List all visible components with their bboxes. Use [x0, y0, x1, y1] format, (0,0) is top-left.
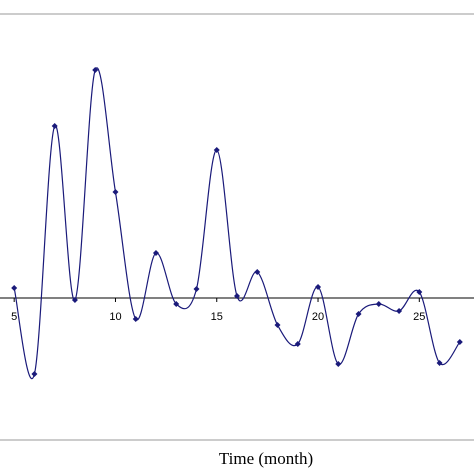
- data-point: [396, 308, 403, 314]
- data-point: [274, 322, 281, 328]
- data-point: [375, 301, 382, 307]
- x-tick-label: 15: [211, 311, 223, 323]
- data-point: [335, 361, 342, 367]
- data-point: [92, 67, 99, 73]
- data-point: [315, 284, 322, 290]
- x-axis-label: Time (month): [219, 449, 313, 468]
- data-point: [355, 311, 362, 317]
- data-point: [254, 269, 261, 275]
- data-point: [436, 360, 443, 366]
- data-point: [51, 123, 58, 129]
- data-point: [112, 189, 119, 195]
- data-point: [294, 341, 301, 347]
- x-tick-label: 20: [312, 311, 324, 323]
- x-tick-label: 5: [11, 311, 17, 323]
- data-point: [416, 289, 423, 295]
- data-point: [193, 286, 200, 292]
- data-point: [213, 147, 220, 153]
- data-point: [173, 301, 180, 307]
- x-tick-label: 25: [413, 311, 425, 323]
- data-point: [31, 371, 38, 377]
- data-point: [234, 293, 240, 299]
- data-point: [456, 339, 463, 345]
- x-tick-label: 10: [109, 311, 121, 323]
- data-point: [11, 285, 18, 291]
- data-point: [71, 297, 78, 303]
- data-point: [152, 250, 159, 256]
- data-point: [132, 316, 139, 322]
- series-line: [13, 67, 461, 379]
